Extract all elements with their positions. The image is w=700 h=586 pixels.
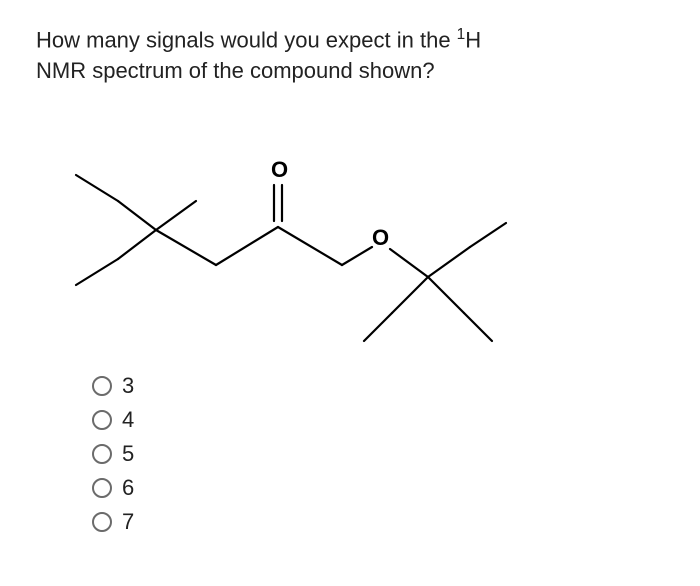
- radio-icon: [92, 376, 112, 396]
- option-label: 3: [122, 373, 134, 399]
- option-label: 7: [122, 509, 134, 535]
- option-5[interactable]: 5: [92, 441, 664, 467]
- structure-figure: O O: [46, 115, 516, 345]
- carbonyl-oxygen-label: O: [271, 157, 288, 182]
- structure-figure-wrap: O O: [36, 97, 664, 365]
- ester-oxygen-label: O: [372, 225, 389, 250]
- radio-icon: [92, 512, 112, 532]
- option-6[interactable]: 6: [92, 475, 664, 501]
- radio-icon: [92, 444, 112, 464]
- option-3[interactable]: 3: [92, 373, 664, 399]
- option-7[interactable]: 7: [92, 509, 664, 535]
- option-label: 5: [122, 441, 134, 467]
- answer-options: 3 4 5 6 7: [92, 373, 664, 535]
- option-label: 4: [122, 407, 134, 433]
- question-line1: How many signals would you expect in the: [36, 27, 457, 52]
- question-page: How many signals would you expect in the…: [0, 0, 700, 567]
- option-label: 6: [122, 475, 134, 501]
- radio-icon: [92, 478, 112, 498]
- question-line2: NMR spectrum of the compound shown?: [36, 58, 435, 83]
- question-text: How many signals would you expect in the…: [36, 24, 664, 87]
- isotope-letter: H: [465, 27, 481, 52]
- radio-icon: [92, 410, 112, 430]
- option-4[interactable]: 4: [92, 407, 664, 433]
- isotope-superscript: 1: [457, 26, 466, 43]
